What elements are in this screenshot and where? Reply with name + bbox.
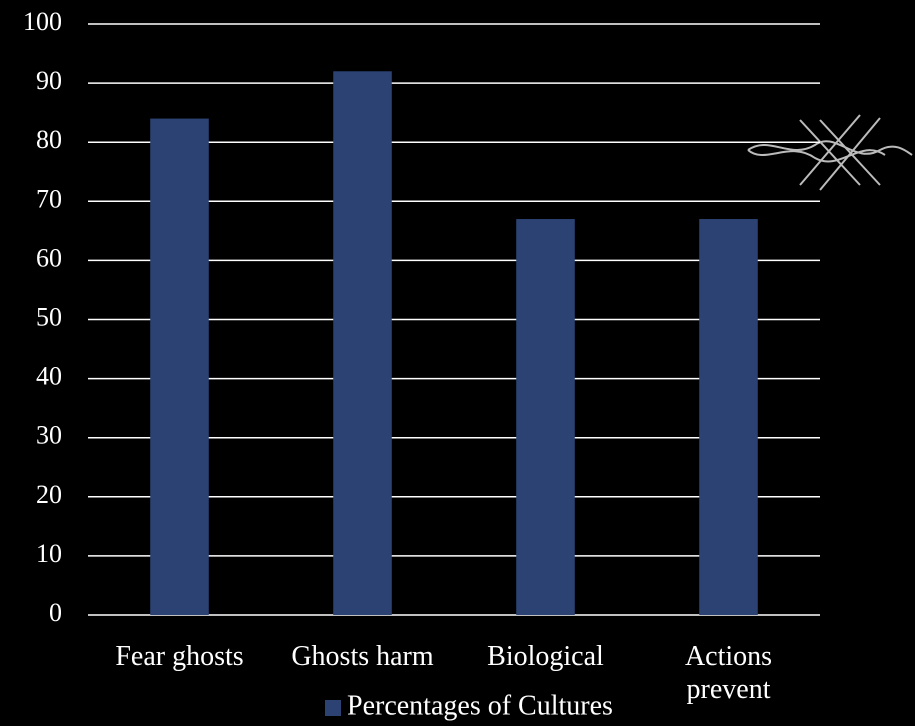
bar (333, 71, 392, 615)
chart: 0 10 20 30 40 50 60 70 80 90 100 Percentages of Cul… (0, 0, 915, 726)
y-tick-label: 30 (36, 421, 62, 450)
y-tick-label: 50 (36, 302, 62, 331)
chart-canvas: 0 10 20 30 40 50 60 70 80 90 100 Percentages of Cul… (0, 0, 915, 726)
x-tick-label: Actions prevent (641, 640, 817, 706)
y-tick-label: 90 (36, 66, 62, 95)
legend-swatch (325, 700, 341, 716)
bar (150, 119, 209, 615)
y-tick-label: 70 (36, 184, 62, 213)
y-tick-label: 0 (49, 598, 62, 627)
y-tick-label: 60 (36, 243, 62, 272)
bar (516, 219, 575, 615)
x-tick-label: Biological (458, 640, 634, 673)
y-tick-label: 10 (36, 539, 62, 568)
y-tick-label: 80 (36, 125, 62, 154)
y-tick-label: 100 (23, 7, 62, 36)
x-tick-label: Ghosts harm (275, 640, 451, 673)
y-tick-label: 40 (36, 362, 62, 391)
ornament (748, 115, 912, 190)
legend-label: Percentages of Cultures (347, 690, 613, 721)
y-tick-label: 20 (36, 480, 62, 509)
x-tick-label: Fear ghosts (92, 640, 268, 673)
bar (699, 219, 758, 615)
